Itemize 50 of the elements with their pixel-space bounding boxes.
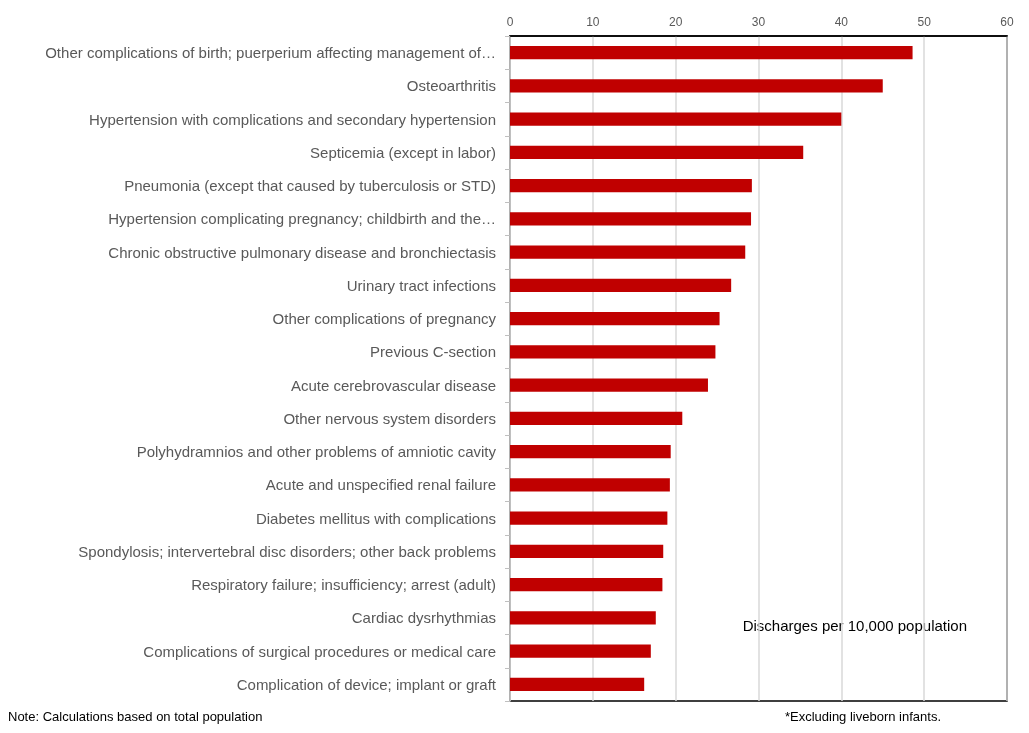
- y-tick-label: Hypertension complicating pregnancy; childbirth and the…: [108, 210, 496, 228]
- y-tick-label: Complications of surgical procedures or medical care: [143, 642, 496, 660]
- x-tick-label: 60: [1000, 15, 1014, 29]
- y-tick-label: Complication of device; implant or graft: [236, 675, 497, 693]
- x-axis-title: Discharges per 10,000 population: [742, 617, 968, 634]
- x-tick-label: 20: [668, 15, 683, 29]
- y-tick-label: Other complications of pregnancy: [272, 310, 497, 328]
- bar: [510, 212, 752, 226]
- y-tick-label: Cardiac dysrhythmias: [351, 609, 496, 627]
- bar: [510, 378, 708, 392]
- y-tick-label: Acute cerebrovascular disease: [290, 376, 496, 394]
- y-tick-label: Spondylosis; intervertebral disc disorders; other back problems: [78, 542, 496, 560]
- bar: [510, 444, 671, 459]
- bar: [510, 544, 664, 559]
- bar: [510, 112, 842, 126]
- y-tick-label: Previous C-section: [370, 343, 496, 361]
- x-tick-label: 0: [506, 15, 514, 29]
- x-tick-label: 50: [917, 15, 932, 29]
- bar: [510, 45, 913, 60]
- y-tick-label: Diabetes mellitus with complications: [255, 509, 496, 527]
- y-tick-label: Other complications of birth; puerperium affecting management of…: [45, 44, 496, 62]
- bar: [510, 411, 683, 426]
- bar: [510, 478, 670, 492]
- bar: [510, 79, 883, 93]
- y-tick-label: Osteoarthritis: [406, 77, 496, 95]
- bar: [510, 511, 668, 525]
- bar: [510, 611, 656, 625]
- bar: [510, 577, 663, 592]
- y-tick-label: Other nervous system disorders: [283, 409, 496, 427]
- bar: [510, 677, 645, 692]
- bar: [510, 178, 752, 193]
- y-tick-label: Chronic obstructive pulmonary disease and bronchiectasis: [108, 243, 496, 261]
- y-tick-label: Urinary tract infections: [346, 276, 496, 294]
- bar: [510, 145, 804, 160]
- bar: [510, 278, 732, 293]
- y-tick-label: Pneumonia (except that caused by tuberculosis or STD): [124, 177, 496, 195]
- x-tick-label: 10: [586, 15, 600, 29]
- y-tick-label: Acute and unspecified renal failure: [265, 476, 496, 494]
- text: Note: Calculations based on total population: [8, 709, 263, 724]
- y-tick-label: Septicemia (except in labor): [310, 143, 496, 161]
- y-tick-label: Respiratory failure; insufficiency; arrest (adult): [191, 576, 496, 594]
- bar: [510, 644, 651, 658]
- bar: [510, 311, 720, 326]
- bar: [510, 245, 746, 259]
- y-tick-label: Polyhydramnios and other problems of amniotic cavity: [136, 443, 497, 461]
- x-tick-label: 30: [751, 15, 766, 29]
- text: *Excluding liveborn infants.: [784, 709, 941, 724]
- x-tick-label: 40: [834, 15, 849, 29]
- bar: [510, 345, 716, 359]
- y-tick-label: Hypertension with complications and secondary hypertension: [89, 110, 496, 128]
